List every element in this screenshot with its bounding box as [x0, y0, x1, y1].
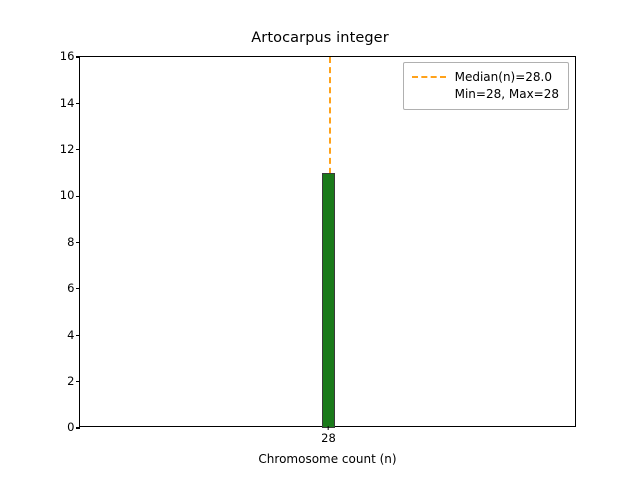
y-axis-tick-mark: [76, 334, 80, 336]
histogram-bar: [322, 172, 335, 428]
y-axis-tick-label: 6: [67, 281, 75, 296]
y-axis-tick-mark: [76, 149, 80, 151]
x-axis-label: Chromosome count (n): [258, 452, 397, 466]
x-axis-tick-label: 28: [321, 430, 336, 445]
y-axis-tick-mark: [76, 102, 80, 104]
plot-area: 0 2 4 6 8 10 12 14 16 28 Median(n)=28.0 Min=28, …: [60, 51, 576, 443]
y-axis-tick-label: 10: [59, 188, 75, 203]
y-axis-tick-label: 8: [67, 234, 75, 249]
y-axis-tick-mark: [76, 195, 80, 197]
y-axis-tick-label: 4: [67, 327, 75, 342]
legend-line-minmax: Min=28, Max=28: [454, 87, 559, 102]
page-title: Artocarpus integer: [251, 30, 389, 46]
y-axis-tick-mark: [76, 427, 80, 429]
legend-line-median: Median(n)=28.0: [454, 70, 552, 84]
y-axis-tick-mark: [76, 288, 80, 290]
y-axis-tick-label: 12: [59, 142, 75, 156]
y-axis-tick-mark: [76, 56, 80, 58]
legend: Median(n)=28.0 Min=28, Max=28: [402, 62, 569, 111]
legend-label: Median(n)=28.0 Min=28, Max=28: [455, 69, 559, 103]
y-axis-tick-mark: [76, 241, 80, 244]
y-axis-tick-mark: [76, 381, 80, 383]
x-axis-tick-mark: [327, 426, 330, 430]
legend-dashed-line-icon: [411, 76, 446, 78]
x-axis-tick: 28: [321, 426, 336, 444]
y-axis-tick-label: 16: [59, 49, 75, 64]
y-axis-tick-label: 14: [59, 95, 75, 110]
y-axis-tick-label: 0: [67, 420, 75, 435]
y-axis-tick-label: 2: [67, 373, 75, 388]
